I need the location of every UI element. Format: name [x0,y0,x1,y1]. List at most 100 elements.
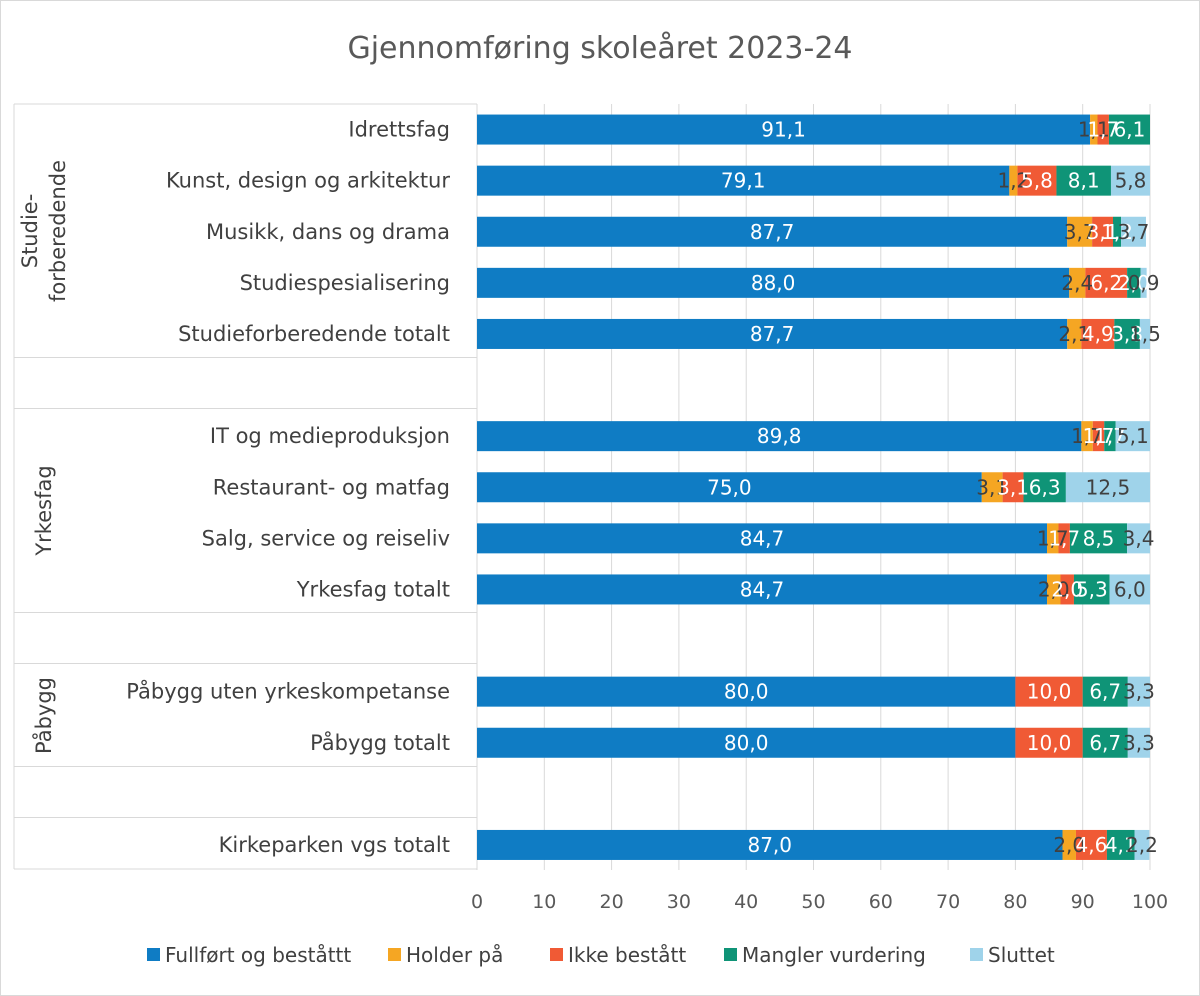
bar-segment [1127,727,1150,758]
data-label: 1,7 [1083,424,1115,448]
legend-label: Fullført og beståttt [165,943,351,967]
bar-segment [1047,574,1061,605]
legend-swatch [550,948,563,961]
bar-segment [477,727,1016,758]
legend-swatch [970,948,983,961]
data-label: 6,2 [1090,271,1122,295]
bar-segment [1134,829,1150,860]
data-label: 5,8 [1021,169,1053,193]
data-label: 3,1 [1087,220,1119,244]
bar-segment [1060,574,1074,605]
bar-segment [477,114,1091,145]
data-label: 89,8 [757,424,802,448]
bar-segment [477,318,1068,349]
data-label: 2,4 [1061,271,1093,295]
bar-segment [1109,574,1150,605]
data-label: 5,8 [1115,169,1147,193]
group-labels: Studie-forberedende Yrkesfag Påbygg [18,160,70,754]
bar-segment [1140,267,1147,298]
bar-segment [1097,114,1109,145]
bar-segment [1108,114,1150,145]
data-label: 87,7 [750,220,795,244]
data-label: 91,1 [761,118,806,142]
bar-segment [1075,829,1107,860]
bar-segment [1056,165,1111,196]
data-label: 1,7 [1087,118,1119,142]
category-label: Musikk, dans og drama [206,220,450,244]
bar-segment [1092,216,1113,247]
data-label: 3,4 [1123,526,1155,550]
legend-item[interactable]: Sluttet [970,943,1055,967]
legend-label: Ikke bestått [568,943,686,967]
bar-segment [477,676,1016,707]
category-label: Kunst, design og arkitektur [166,169,450,193]
bar-segment [1002,472,1024,503]
bar-segment [1081,318,1115,349]
data-label: 3,8 [1111,322,1143,346]
legend-item[interactable]: Holder på [388,943,503,967]
bar-segment [981,472,1003,503]
bar-segment [1067,318,1082,349]
data-label: 6,7 [1089,731,1121,755]
data-label: 3,1 [976,475,1008,499]
data-label: 12,5 [1086,475,1131,499]
data-label: 3,7 [1118,220,1150,244]
bar-segment [1139,318,1150,349]
data-label: 3,1 [997,475,1029,499]
legend[interactable]: Fullført og beståttt Holder på Ikke beståt… [147,943,1055,967]
category-label: Restaurant- og matfag [213,475,450,499]
category-label: Yrkesfag totalt [296,577,450,601]
data-label: 8,5 [1083,526,1115,550]
x-tick-label: 50 [801,891,825,913]
bar-segment [1015,727,1083,758]
legend-swatch [147,948,160,961]
bar-segment [1067,216,1093,247]
data-label: 84,7 [740,577,785,601]
x-tick-label: 0 [471,891,483,913]
data-label: 1,1 [1078,118,1110,142]
bar-segment [1115,421,1150,452]
data-label: 4,9 [1082,322,1114,346]
x-tick-label: 60 [869,891,893,913]
bar-segment [477,829,1063,860]
data-label: 88,0 [751,271,796,295]
bar-segment [1017,165,1057,196]
category-label: Studiespesialisering [240,271,450,295]
x-tick-label: 20 [600,891,624,913]
data-label: 4,1 [1105,833,1137,857]
data-label: 1,7 [1094,424,1126,448]
data-label: 80,0 [724,680,769,704]
bar-segment [477,574,1048,605]
legend-label: Holder på [406,943,503,967]
legend-item[interactable]: Ikke bestått [550,943,686,967]
bar-segment [477,523,1048,554]
group-label: forberedende [46,160,70,302]
bar-segment [1082,676,1128,707]
data-label: 3,7 [1064,220,1096,244]
category-label: Salg, service og reiseliv [202,526,450,550]
legend-item[interactable]: Fullført og beståttt [147,943,351,967]
data-label: 6,3 [1029,475,1061,499]
x-tick-label: 30 [667,891,691,913]
data-label: 10,0 [1027,680,1072,704]
data-label: 1,2 [997,169,1029,193]
bars [477,114,1150,860]
data-label: 0,9 [1128,271,1160,295]
data-label: 6,1 [1114,118,1146,142]
bar-segment [1092,421,1105,452]
category-label: IT og medieproduksjon [210,424,450,448]
data-label: 1,7 [1071,424,1103,448]
group-label: Påbygg [31,677,56,754]
x-tick-label: 10 [532,891,556,913]
bar-segment [1015,676,1083,707]
legend-item[interactable]: Mangler vurdering [724,943,926,967]
data-label: 6,7 [1089,680,1121,704]
data-label: 84,7 [740,526,785,550]
data-label: 8,1 [1068,169,1100,193]
data-label: 1,5 [1129,322,1161,346]
bar-segment [1085,267,1128,298]
x-tick-label: 40 [734,891,758,913]
legend-label: Sluttet [988,943,1055,967]
bar-segment [1127,676,1150,707]
